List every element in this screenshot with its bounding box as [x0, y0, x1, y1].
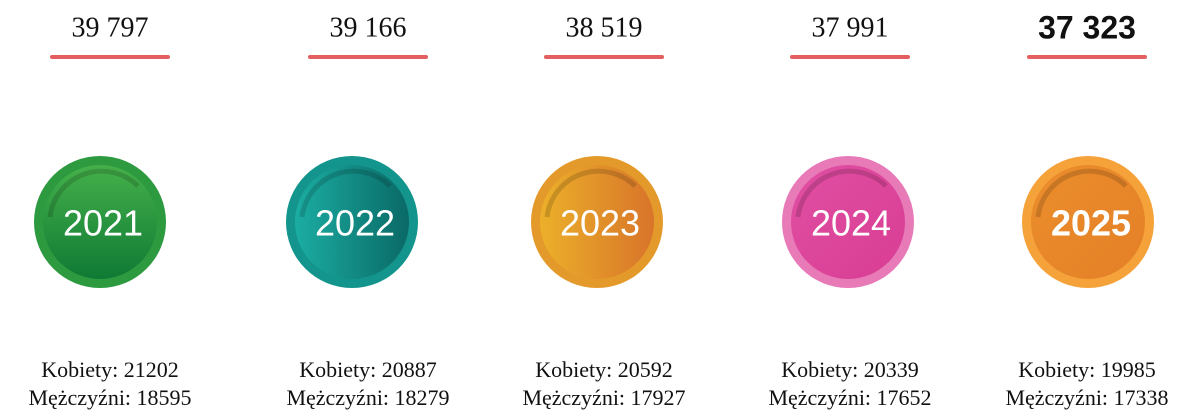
badge-highlight	[299, 168, 392, 218]
year-column: 39 166 2022 Kobiety: 20887 Mężczyźni: 18279	[286, 12, 450, 410]
men: Mężczyźni: 17652	[768, 385, 931, 410]
badge-highlight	[1035, 168, 1128, 218]
badge-highlight	[47, 168, 140, 218]
badge-highlight	[795, 168, 888, 218]
men: Mężczyźni: 17927	[522, 385, 685, 410]
total: 39 166	[330, 12, 407, 43]
year: 2023	[560, 203, 640, 244]
year: 2021	[63, 203, 143, 244]
women: Kobiety: 20887	[299, 357, 437, 382]
men: Mężczyźni: 17338	[1005, 385, 1168, 410]
total: 39 797	[72, 12, 149, 43]
women: Kobiety: 19985	[1018, 357, 1156, 382]
men: Mężczyźni: 18279	[286, 385, 449, 410]
badge	[43, 165, 157, 279]
badge	[295, 165, 409, 279]
badge	[540, 165, 654, 279]
badge-highlight	[544, 168, 637, 218]
year-column: 37 323 2025 Kobiety: 19985 Mężczyźni: 17338	[1005, 9, 1168, 410]
year: 2022	[315, 203, 395, 244]
year-column: 37 991 2024 Kobiety: 20339 Mężczyźni: 17652	[768, 12, 931, 410]
year-column: 38 519 2023 Kobiety: 20592 Mężczyźni: 17927	[522, 12, 685, 410]
year-column: 39 797 2021 Kobiety: 21202 Mężczyźni: 18595	[28, 12, 191, 410]
year: 2024	[811, 203, 891, 244]
badge	[791, 165, 905, 279]
women: Kobiety: 20592	[535, 357, 673, 382]
men: Mężczyźni: 18595	[28, 385, 191, 410]
total: 37 991	[812, 12, 889, 43]
women: Kobiety: 20339	[781, 357, 919, 382]
women: Kobiety: 21202	[41, 357, 179, 382]
total: 37 323	[1038, 9, 1136, 45]
year: 2025	[1051, 203, 1131, 244]
total: 38 519	[566, 12, 643, 43]
badge	[1031, 165, 1145, 279]
